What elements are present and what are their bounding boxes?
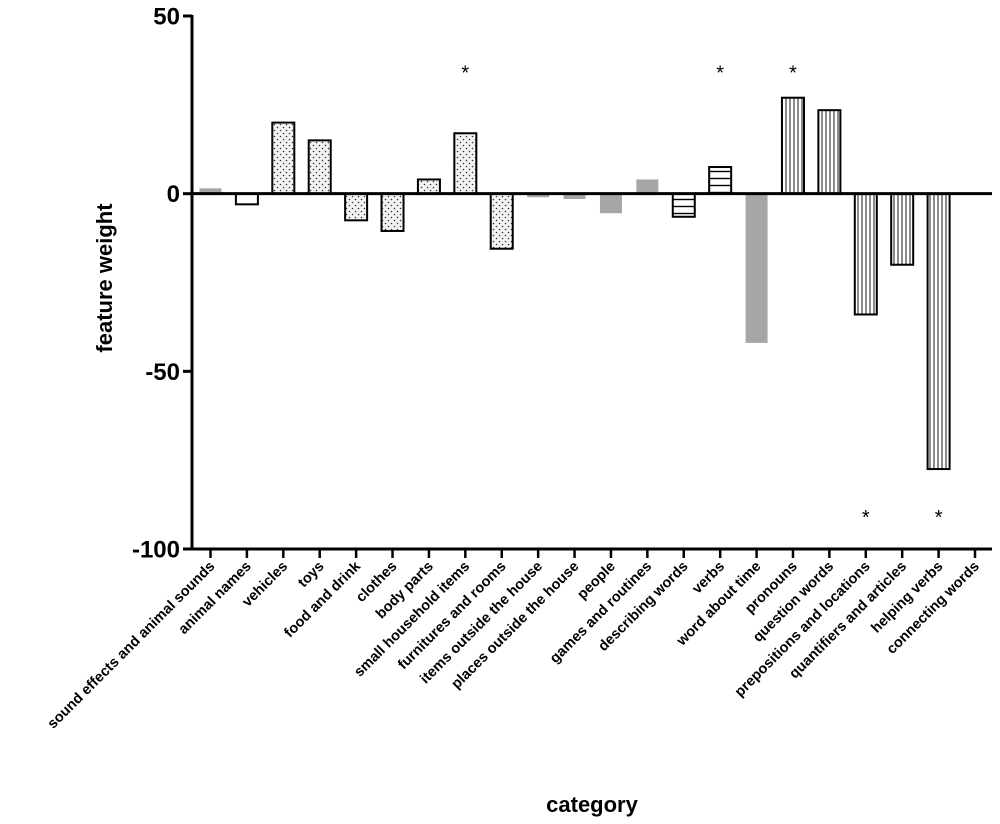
bar-clothes (380, 192, 405, 232)
bar-word-about-time (745, 193, 768, 343)
bar-prepositions-and-locations (853, 192, 878, 316)
bar-describing-words (671, 192, 696, 218)
significance-marker: * (716, 63, 724, 85)
bar-games-and-routines (636, 179, 659, 194)
bar-items-outside-the-house (527, 193, 550, 198)
bar-helping-verbs (926, 192, 951, 471)
y-ticks-group: 50 0 -50 -100 (132, 4, 192, 564)
x-tick-label: sound effects and animal sounds (45, 559, 219, 733)
annotations-group: * * * * * (461, 63, 942, 529)
significance-marker: * (935, 507, 943, 529)
bar-pronouns (780, 96, 805, 195)
bar-question-words (817, 109, 842, 195)
bar-small-household-items (453, 132, 478, 195)
bar-vehicles (271, 121, 296, 195)
bar-toys (307, 139, 332, 195)
bars-group (199, 96, 951, 471)
bar-food-and-drink (344, 192, 369, 222)
bar-people (599, 193, 622, 214)
bar-quantifiers-and-articles (890, 192, 915, 266)
significance-marker: * (789, 63, 797, 85)
y-tick-label: 50 (153, 4, 180, 31)
x-tick-label: toys (295, 559, 327, 591)
bar-body-parts (416, 178, 441, 195)
y-tick-label: -100 (132, 537, 180, 564)
bar-places-outside-the-house (563, 193, 586, 199)
significance-marker: * (862, 507, 870, 529)
significance-marker: * (461, 63, 469, 85)
bar-animal-names (234, 192, 259, 206)
bar-verbs (708, 166, 733, 195)
bar-furnitures-and-rooms (489, 192, 514, 250)
x-axis-title: category (546, 792, 638, 817)
bar-sound-effects-and-animal-sounds (199, 188, 222, 194)
y-tick-label: -50 (145, 359, 180, 386)
y-axis-title: feature weight (92, 203, 117, 353)
y-tick-label: 0 (167, 181, 180, 208)
